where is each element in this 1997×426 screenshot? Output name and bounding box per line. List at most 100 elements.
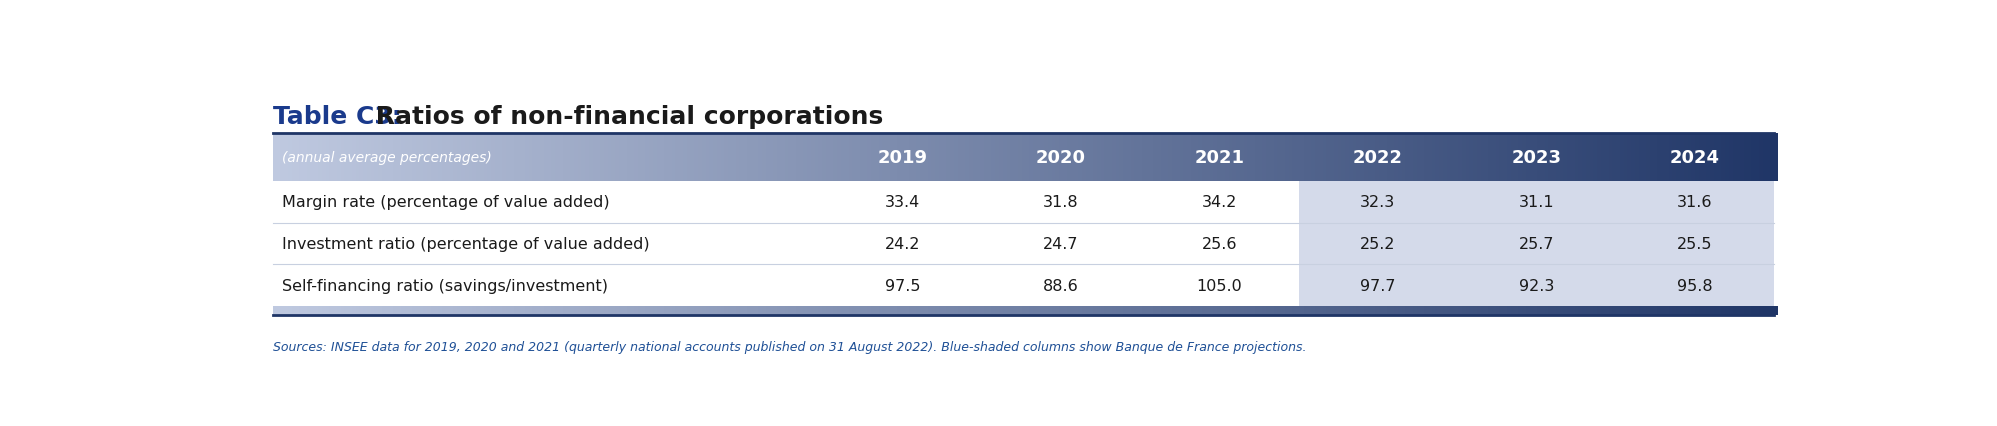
Bar bbox=[641, 134, 645, 182]
Bar bbox=[405, 306, 409, 315]
Bar bbox=[1360, 306, 1364, 315]
Bar bbox=[505, 306, 511, 315]
Bar bbox=[1028, 134, 1032, 182]
Bar bbox=[935, 134, 939, 182]
Bar bbox=[955, 134, 959, 182]
Bar bbox=[401, 306, 405, 315]
Bar bbox=[1078, 134, 1082, 182]
Bar bbox=[789, 134, 793, 182]
Bar bbox=[1646, 306, 1650, 315]
Bar bbox=[1380, 134, 1384, 182]
Bar bbox=[699, 134, 703, 182]
Text: 32.3: 32.3 bbox=[1360, 195, 1396, 210]
Bar bbox=[427, 134, 431, 182]
Bar bbox=[1376, 134, 1380, 182]
Bar bbox=[375, 306, 379, 315]
Bar bbox=[977, 306, 981, 315]
Bar bbox=[667, 306, 673, 315]
Bar bbox=[1232, 134, 1236, 182]
Bar bbox=[635, 306, 639, 315]
Bar bbox=[1691, 306, 1695, 315]
Bar bbox=[1062, 134, 1066, 182]
Bar bbox=[1062, 306, 1066, 315]
Bar bbox=[671, 134, 675, 182]
Bar bbox=[943, 306, 947, 315]
Bar bbox=[1346, 306, 1350, 315]
Bar bbox=[533, 306, 537, 315]
Bar bbox=[1130, 306, 1134, 315]
Bar bbox=[687, 306, 691, 315]
Bar bbox=[411, 306, 415, 315]
Bar bbox=[815, 306, 819, 315]
Bar bbox=[1699, 306, 1703, 315]
Bar bbox=[739, 306, 743, 315]
Bar bbox=[1743, 134, 1747, 182]
Bar bbox=[1713, 306, 1717, 315]
Bar bbox=[1330, 306, 1334, 315]
Text: 88.6: 88.6 bbox=[1042, 278, 1078, 293]
Bar bbox=[627, 134, 631, 182]
Bar bbox=[1654, 306, 1658, 315]
Bar bbox=[1500, 134, 1504, 182]
Bar bbox=[351, 134, 355, 182]
Text: 95.8: 95.8 bbox=[1677, 278, 1713, 293]
Bar bbox=[555, 306, 559, 315]
Bar bbox=[513, 134, 517, 182]
Bar bbox=[925, 306, 929, 315]
Bar bbox=[867, 306, 871, 315]
Bar bbox=[1180, 306, 1184, 315]
Bar bbox=[1466, 306, 1470, 315]
Bar bbox=[785, 134, 789, 182]
Bar bbox=[1769, 306, 1775, 315]
Bar bbox=[1318, 134, 1322, 182]
Bar bbox=[819, 306, 823, 315]
Text: 2023: 2023 bbox=[1512, 149, 1562, 167]
Bar bbox=[1650, 306, 1654, 315]
Bar bbox=[793, 306, 797, 315]
Bar bbox=[367, 134, 371, 182]
Bar bbox=[1406, 134, 1410, 182]
Bar bbox=[1134, 134, 1138, 182]
Bar bbox=[991, 134, 997, 182]
Bar bbox=[407, 134, 413, 182]
Text: 34.2: 34.2 bbox=[1202, 195, 1236, 210]
Bar bbox=[1709, 134, 1713, 182]
Bar bbox=[875, 306, 879, 315]
Bar bbox=[1248, 306, 1252, 315]
Bar bbox=[1733, 306, 1737, 315]
Bar bbox=[581, 306, 585, 315]
Bar bbox=[280, 134, 284, 182]
Bar bbox=[1248, 134, 1252, 182]
Bar bbox=[487, 134, 491, 182]
Text: Sources: INSEE data for 2019, 2020 and 2021 (quarterly national accounts publish: Sources: INSEE data for 2019, 2020 and 2… bbox=[274, 340, 1306, 353]
Bar bbox=[1380, 306, 1384, 315]
Bar bbox=[807, 134, 811, 182]
Bar bbox=[1334, 134, 1338, 182]
Bar bbox=[1410, 306, 1414, 315]
Bar bbox=[1322, 134, 1326, 182]
Bar bbox=[415, 306, 419, 315]
Bar bbox=[623, 306, 627, 315]
Bar bbox=[1372, 306, 1376, 315]
Bar bbox=[777, 134, 781, 182]
Bar bbox=[1755, 306, 1759, 315]
Bar bbox=[385, 306, 389, 315]
Bar bbox=[1190, 306, 1194, 315]
Bar bbox=[461, 134, 465, 182]
Bar bbox=[1198, 134, 1202, 182]
Bar bbox=[337, 134, 341, 182]
Bar bbox=[887, 306, 891, 315]
Bar bbox=[699, 306, 703, 315]
Bar bbox=[679, 306, 683, 315]
Bar bbox=[1624, 306, 1628, 315]
Bar bbox=[1100, 306, 1104, 315]
Bar bbox=[1070, 306, 1074, 315]
Bar bbox=[827, 134, 831, 182]
Bar bbox=[1066, 306, 1070, 315]
Bar bbox=[879, 134, 883, 182]
Bar bbox=[445, 134, 449, 182]
Bar bbox=[469, 306, 473, 315]
Bar bbox=[747, 134, 751, 182]
Bar bbox=[1086, 134, 1090, 182]
Bar bbox=[1002, 134, 1006, 182]
